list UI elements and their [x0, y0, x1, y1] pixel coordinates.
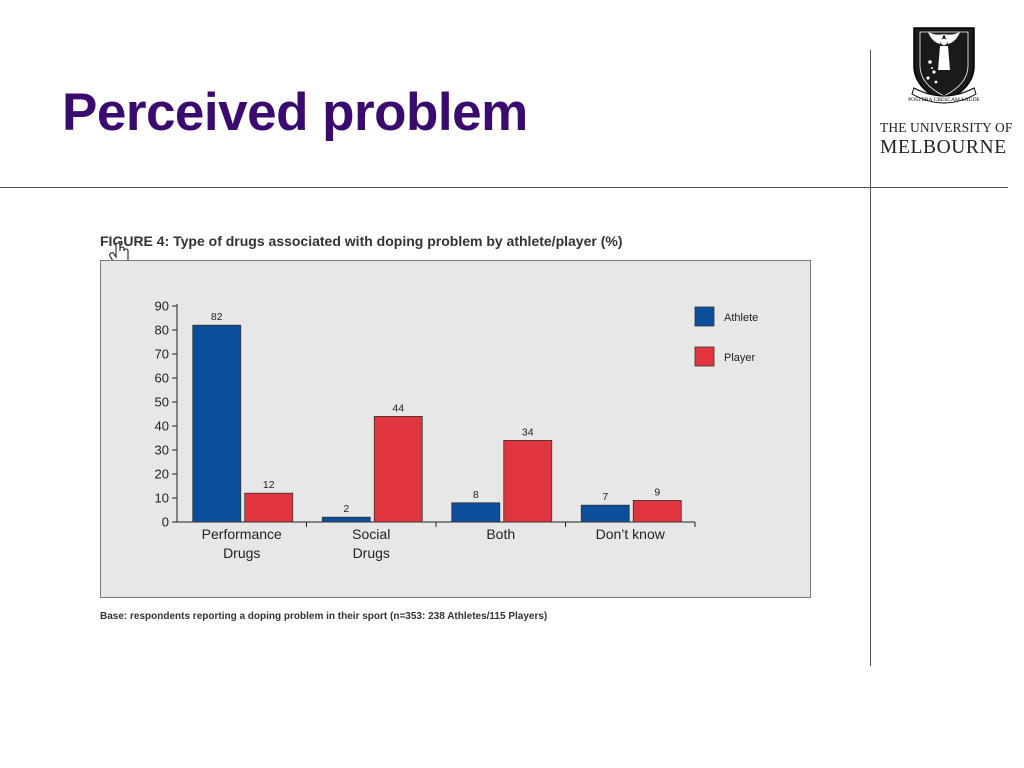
y-tick-label: 30	[155, 443, 169, 458]
bar-athlete	[580, 504, 630, 523]
y-tick-label: 90	[155, 299, 169, 314]
x-category-label: Drugs	[353, 545, 390, 561]
bar-value-label: 12	[263, 479, 275, 491]
chart-base-note: Base: respondents reporting a doping pro…	[100, 611, 548, 622]
x-category-label: Don’t know	[596, 526, 666, 542]
y-tick-label: 0	[162, 515, 169, 530]
y-tick-label: 60	[155, 371, 169, 386]
y-tick-label: 20	[155, 467, 169, 482]
bar-player	[244, 492, 294, 523]
university-logo: POSTERA CRESCAM LAUDE THE UNIVERSITY OF …	[878, 22, 1012, 162]
y-tick-label: 80	[155, 323, 169, 338]
hand-cursor-icon	[109, 242, 129, 266]
bar-player	[503, 439, 553, 523]
bar-player	[632, 499, 682, 523]
bar-athlete	[192, 324, 242, 523]
bar-value-label: 82	[211, 311, 223, 323]
chart-panel: 0 10 20 30 40 50 60 70 80 90 82 12 Performance Drugs 2…	[100, 260, 811, 598]
bar-value-label: 2	[343, 503, 349, 515]
bar-athlete	[451, 502, 501, 523]
horizontal-divider	[0, 187, 1008, 188]
bar-player	[373, 415, 423, 523]
x-category-label: Drugs	[223, 545, 260, 561]
y-tick-label: 40	[155, 419, 169, 434]
university-crest-icon: POSTERA CRESCAM LAUDE	[908, 27, 981, 104]
y-tick-label: 50	[155, 395, 169, 410]
y-tick-label: 70	[155, 347, 169, 362]
figure-caption: FIGURE 4: Type of drugs associated with …	[100, 233, 623, 249]
bar-value-label: 9	[654, 486, 660, 498]
legend-label-athlete: Athlete	[724, 312, 758, 324]
bar-value-label: 8	[473, 489, 479, 501]
x-category-label: Social	[352, 526, 390, 542]
legend-swatch-athlete	[694, 306, 715, 327]
bar-value-label: 44	[392, 402, 404, 414]
vertical-divider	[870, 50, 871, 666]
logo-motto: POSTERA CRESCAM LAUDE	[908, 97, 980, 103]
legend-label-player: Player	[724, 352, 756, 364]
x-category-label: Both	[486, 526, 515, 542]
bar-chart: 0 10 20 30 40 50 60 70 80 90 82 12 Performance Drugs 2…	[155, 299, 759, 562]
y-tick-label: 10	[155, 491, 169, 506]
logo-text-line1: THE UNIVERSITY OF	[880, 120, 1013, 135]
logo-text-line2: MELBOURNE	[880, 137, 1007, 158]
bar-value-label: 34	[522, 426, 534, 438]
bar-value-label: 7	[602, 491, 608, 503]
bar-athlete	[321, 516, 371, 523]
x-category-label: Performance	[202, 526, 282, 542]
slide-title: Perceived problem	[62, 83, 528, 142]
legend-swatch-player	[694, 346, 715, 367]
